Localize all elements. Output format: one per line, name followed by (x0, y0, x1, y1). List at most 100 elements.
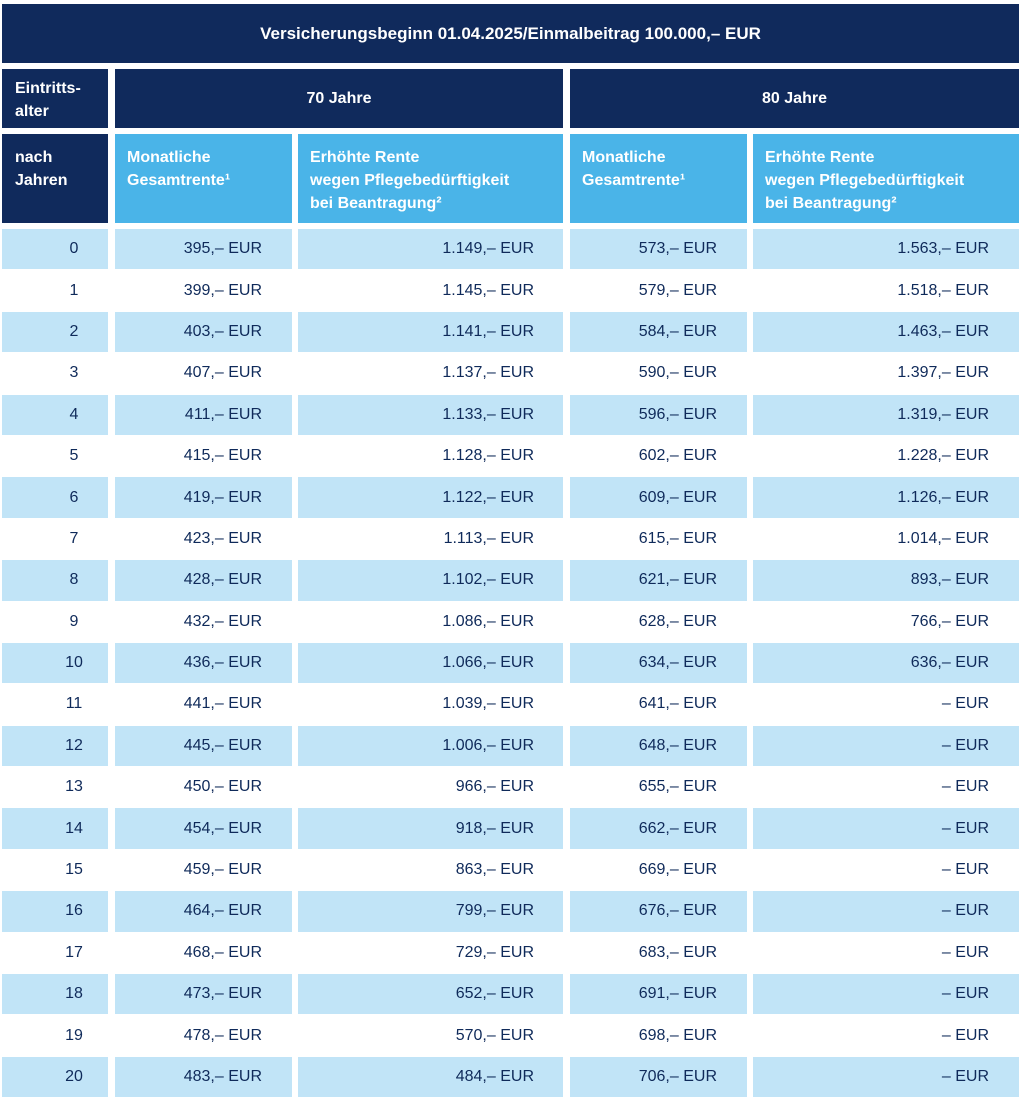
cell-care-70: 1.066,– EUR (298, 642, 563, 684)
cell-care-70: 1.122,– EUR (298, 477, 563, 518)
cell-care-80: 636,– EUR (753, 642, 1019, 684)
cell-care-80: 1.014,– EUR (897, 529, 989, 547)
cell-care-70: 1.145,– EUR (442, 281, 534, 299)
header-monthly-80-label: Monatliche Gesamtrente¹ (582, 149, 686, 189)
cell-monthly-80: 579,– EUR (638, 281, 717, 299)
cell-monthly-70: 423,– EUR (183, 529, 262, 547)
cell-care-80: 1.563,– EUR (753, 229, 1019, 270)
cell-care-70: 1.039,– EUR (442, 695, 534, 713)
cell-monthly-80: 669,– EUR (638, 861, 717, 879)
table-row: 4 411,– EUR 1.133,– EUR 596,– EUR 1.319,… (0, 394, 1024, 436)
cell-monthly-70: 441,– EUR (183, 695, 262, 713)
cell-monthly-70: 473,– EUR (115, 974, 292, 1015)
cell-monthly-70: 415,– EUR (183, 447, 262, 465)
cell-care-70: 1.149,– EUR (298, 229, 563, 270)
cell-monthly-80: 655,– EUR (638, 778, 717, 796)
cell-care-80: – EUR (753, 808, 1019, 849)
cell-care-70: 1.141,– EUR (298, 311, 563, 353)
cell-years: 16 (2, 891, 108, 932)
cell-care-80: – EUR (941, 1026, 989, 1044)
table-row: 16 464,– EUR 799,– EUR 676,– EUR – EUR (0, 891, 1024, 932)
table-row: 1 399,– EUR 1.145,– EUR 579,– EUR 1.518,… (0, 270, 1024, 311)
cell-care-70: 1.102,– EUR (298, 560, 563, 601)
table-row: 19 478,– EUR 570,– EUR 698,– EUR – EUR (0, 1015, 1024, 1056)
header-group-80-label: 80 Jahre (762, 90, 827, 107)
cell-years: 17 (65, 943, 83, 961)
cell-years: 3 (69, 364, 79, 382)
cell-care-80: 1.319,– EUR (753, 394, 1019, 435)
cell-monthly-80: 602,– EUR (638, 447, 717, 465)
cell-monthly-80: 573,– EUR (570, 229, 747, 270)
cell-care-70: 1.006,– EUR (298, 725, 563, 767)
cell-care-70: 918,– EUR (298, 808, 563, 849)
table-title: Versicherungsbeginn 01.04.2025/Einmalbei… (2, 4, 1019, 63)
cell-monthly-70: 395,– EUR (115, 229, 292, 270)
cell-monthly-80: 596,– EUR (570, 394, 747, 435)
header-group-70: 70 Jahre (115, 69, 563, 128)
cell-monthly-70: 468,– EUR (183, 943, 262, 961)
cell-care-70: 652,– EUR (298, 974, 563, 1015)
cell-monthly-80: 683,– EUR (638, 943, 717, 961)
cell-years: 5 (69, 447, 79, 465)
cell-care-80: – EUR (753, 725, 1019, 767)
cell-years: 0 (2, 229, 108, 270)
cell-care-70: 1.086,– EUR (442, 612, 534, 630)
cell-monthly-80: 676,– EUR (570, 891, 747, 932)
cell-monthly-70: 411,– EUR (115, 394, 292, 435)
table-row: 11 441,– EUR 1.039,– EUR 641,– EUR – EUR (0, 684, 1024, 725)
cell-care-80: – EUR (941, 943, 989, 961)
cell-monthly-80: 691,– EUR (570, 974, 747, 1015)
cell-care-70: 863,– EUR (455, 861, 534, 879)
cell-care-70: 570,– EUR (455, 1026, 534, 1044)
cell-care-80: 1.397,– EUR (897, 364, 989, 382)
cell-years: 13 (65, 778, 83, 796)
cell-monthly-80: 621,– EUR (570, 560, 747, 601)
table-row: 2 403,– EUR 1.141,– EUR 584,– EUR 1.463,… (0, 311, 1024, 353)
cell-monthly-70: 459,– EUR (183, 861, 262, 879)
cell-care-70: 799,– EUR (298, 891, 563, 932)
header-group-80: 80 Jahre (570, 69, 1019, 128)
cell-care-80: 1.463,– EUR (753, 311, 1019, 353)
header-group-70-label: 70 Jahre (306, 90, 372, 107)
cell-years: 4 (2, 394, 108, 435)
table-row: 18 473,– EUR 652,– EUR 691,– EUR – EUR (0, 974, 1024, 1015)
cell-monthly-70: 464,– EUR (115, 891, 292, 932)
table-row: 12 445,– EUR 1.006,– EUR 648,– EUR – EUR (0, 725, 1024, 767)
cell-monthly-70: 407,– EUR (183, 364, 262, 382)
cell-years: 20 (2, 1056, 108, 1098)
cell-care-70: 1.137,– EUR (442, 364, 534, 382)
table-row: 5 415,– EUR 1.128,– EUR 602,– EUR 1.228,… (0, 436, 1024, 477)
cell-years: 7 (69, 529, 79, 547)
cell-monthly-80: 641,– EUR (638, 695, 717, 713)
cell-care-80: 1.518,– EUR (897, 281, 989, 299)
cell-monthly-80: 609,– EUR (570, 477, 747, 518)
cell-years: 11 (65, 695, 83, 713)
cell-years: 10 (2, 642, 108, 684)
header-care-70: Erhöhte Rente wegen Pflegebedürftigkeit … (298, 134, 563, 223)
table-row: 3 407,– EUR 1.137,– EUR 590,– EUR 1.397,… (0, 353, 1024, 394)
cell-years: 15 (65, 861, 83, 879)
cell-years: 14 (2, 808, 108, 849)
cell-monthly-80: 628,– EUR (638, 612, 717, 630)
cell-monthly-80: 584,– EUR (570, 311, 747, 353)
header-monthly-70-label: Monatliche Gesamtrente¹ (127, 149, 231, 189)
cell-years: 19 (65, 1026, 83, 1044)
cell-care-70: 484,– EUR (298, 1056, 563, 1098)
cell-monthly-70: 478,– EUR (183, 1026, 262, 1044)
cell-monthly-70: 403,– EUR (115, 311, 292, 353)
table-row: 10 436,– EUR 1.066,– EUR 634,– EUR 636,–… (0, 642, 1024, 684)
table-row: 0 395,– EUR 1.149,– EUR 573,– EUR 1.563,… (0, 229, 1024, 270)
cell-monthly-70: 454,– EUR (115, 808, 292, 849)
cell-years: 9 (69, 612, 79, 630)
header-entry-age-label: Eintritts- alter (15, 80, 81, 120)
cell-years: 18 (2, 974, 108, 1015)
cell-years: 2 (2, 311, 108, 353)
table-row: 13 450,– EUR 966,– EUR 655,– EUR – EUR (0, 767, 1024, 808)
header-after-years: nach Jahren (2, 134, 108, 223)
cell-monthly-70: 432,– EUR (183, 612, 262, 630)
cell-monthly-70: 436,– EUR (115, 642, 292, 684)
cell-monthly-80: 706,– EUR (570, 1056, 747, 1098)
table-row: 8 428,– EUR 1.102,– EUR 621,– EUR 893,– … (0, 560, 1024, 601)
cell-monthly-80: 698,– EUR (638, 1026, 717, 1044)
cell-care-80: – EUR (941, 861, 989, 879)
